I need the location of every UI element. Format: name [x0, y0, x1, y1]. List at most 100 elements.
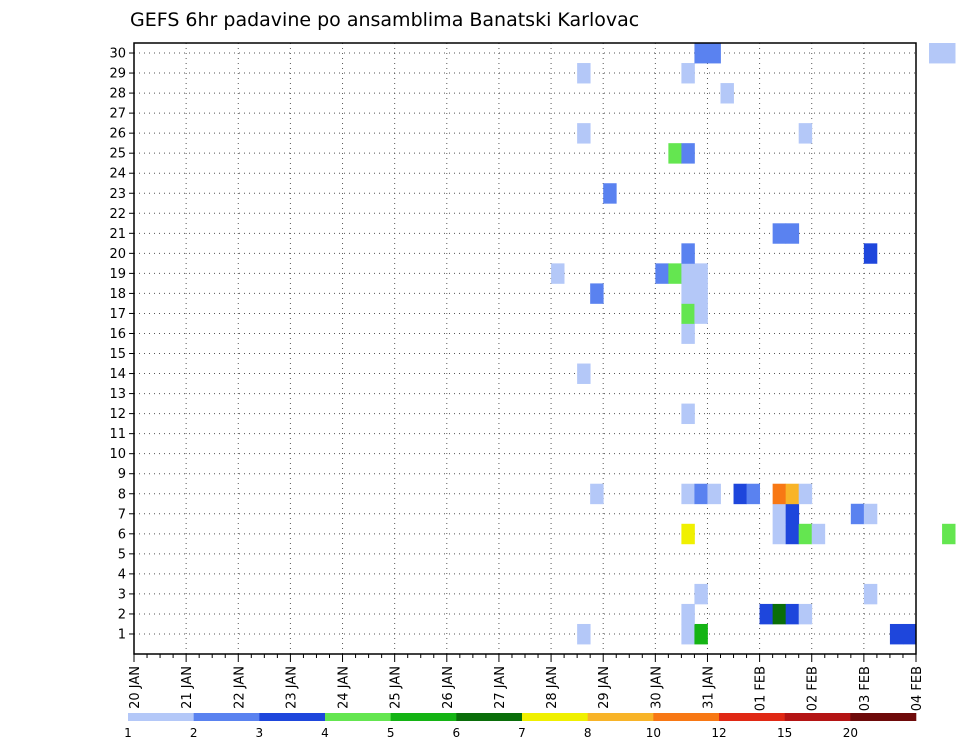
heatmap-cell [668, 263, 682, 284]
heatmap-cell [942, 523, 956, 545]
x-tick-label: 03 FEB [858, 666, 873, 711]
heatmap-cell [681, 243, 695, 264]
y-tick-label: 24 [109, 167, 126, 182]
heatmap-cell [746, 483, 760, 505]
heatmap-cell [681, 603, 695, 625]
heatmap-cell [720, 83, 734, 104]
legend-label: 3 [256, 726, 264, 740]
y-tick-label: 12 [109, 407, 126, 422]
y-tick-label: 30 [109, 47, 126, 62]
x-tick-label: 27 JAN [493, 666, 508, 709]
heatmap-cell [798, 603, 813, 625]
y-tick-label: 29 [109, 67, 126, 82]
heatmap-cells [551, 43, 956, 645]
legend-label: 20 [843, 726, 858, 740]
y-tick-label: 2 [118, 607, 126, 622]
y-tick-label: 6 [118, 527, 126, 542]
y-tick-label: 16 [109, 327, 126, 342]
y-tick-label: 22 [109, 207, 126, 222]
heatmap-cell [785, 483, 800, 505]
legend-label: 10 [646, 726, 661, 740]
y-tick-label: 15 [109, 347, 126, 362]
heatmap-cell [681, 403, 695, 425]
heatmap-cell [694, 583, 708, 605]
y-tick-label: 1 [118, 627, 126, 642]
legend-swatch [456, 713, 523, 721]
heatmap-cell [772, 483, 787, 505]
heatmap-cell [668, 143, 682, 164]
heatmap-cell [681, 283, 695, 304]
x-tick-label: 01 FEB [754, 666, 769, 711]
x-tick-label: 02 FEB [806, 666, 821, 711]
legend-swatch [587, 713, 654, 721]
y-tick-label: 18 [109, 287, 126, 302]
heatmap-cell [850, 503, 865, 525]
x-tick-label: 28 JAN [545, 666, 560, 709]
x-axis: 20 JAN 21 JAN 22 JAN 23 JAN 24 JAN 25 JAN 26 J… [128, 654, 925, 711]
heatmap-cell [772, 223, 787, 244]
legend-label: 4 [321, 726, 329, 740]
heatmap-cell [759, 603, 774, 625]
heatmap-cell [681, 143, 695, 164]
heatmap-cell [577, 623, 591, 645]
heatmap-cell [694, 483, 708, 505]
y-tick-label: 7 [118, 507, 126, 522]
x-tick-label: 21 JAN [180, 666, 195, 709]
y-tick-label: 21 [109, 227, 126, 242]
y-tick-label: 17 [109, 307, 126, 322]
heatmap-cell [772, 503, 787, 525]
legend-label: 12 [711, 726, 726, 740]
legend-swatch [522, 713, 588, 721]
legend-label: 6 [453, 726, 461, 740]
heatmap-cell [694, 283, 708, 304]
heatmap-cell [863, 583, 878, 605]
heatmap-cell [681, 523, 695, 545]
color-legend: 1 2 3 4 5 6 7 8 10 12 15 20 [124, 713, 917, 740]
x-tick-label: 23 JAN [284, 666, 299, 709]
legend-swatch [193, 713, 260, 721]
y-tick-label: 27 [109, 107, 126, 122]
y-tick-label: 9 [118, 467, 126, 482]
legend-swatch [850, 713, 917, 721]
legend-swatch [390, 713, 457, 721]
y-tick-label: 23 [109, 187, 126, 202]
heatmap-cell [785, 223, 800, 244]
heatmap-cell [785, 603, 800, 625]
heatmap-cell [577, 63, 591, 84]
y-tick-label: 28 [109, 87, 126, 102]
heatmap-cell [942, 43, 956, 64]
heatmap-cell [681, 63, 695, 84]
y-tick-label: 19 [109, 267, 126, 282]
heatmap-cell [590, 483, 604, 505]
legend-label: 8 [584, 726, 592, 740]
legend-label: 2 [190, 726, 198, 740]
heatmap-cell [707, 483, 721, 505]
heatmap-cell [655, 263, 669, 284]
heatmap-cell [889, 623, 904, 645]
y-tick-label: 26 [109, 127, 126, 142]
heatmap-cell [929, 43, 943, 64]
heatmap-cell [681, 263, 695, 284]
y-tick-label: 25 [109, 147, 126, 162]
y-tick-label: 11 [109, 427, 126, 442]
legend-swatch [325, 713, 391, 721]
heatmap-cell [798, 483, 813, 505]
heatmap-cell [694, 263, 708, 284]
legend-label: 5 [387, 726, 395, 740]
heatmap-cell [863, 243, 878, 264]
legend-swatch [653, 713, 720, 721]
x-tick-label: 31 JAN [701, 666, 716, 709]
heatmap-cell [772, 603, 787, 625]
legend-label: 7 [518, 726, 526, 740]
heatmap-cell [863, 503, 878, 525]
heatmap-cell [811, 523, 826, 545]
heatmap-cell [798, 123, 813, 144]
y-tick-label: 13 [109, 387, 126, 402]
y-tick-label: 8 [118, 487, 126, 502]
x-tick-label: 22 JAN [232, 666, 247, 709]
y-tick-label: 5 [118, 547, 126, 562]
heatmap-cell [694, 43, 708, 64]
heatmap-cell [603, 183, 617, 204]
heatmap-cell [551, 263, 565, 284]
